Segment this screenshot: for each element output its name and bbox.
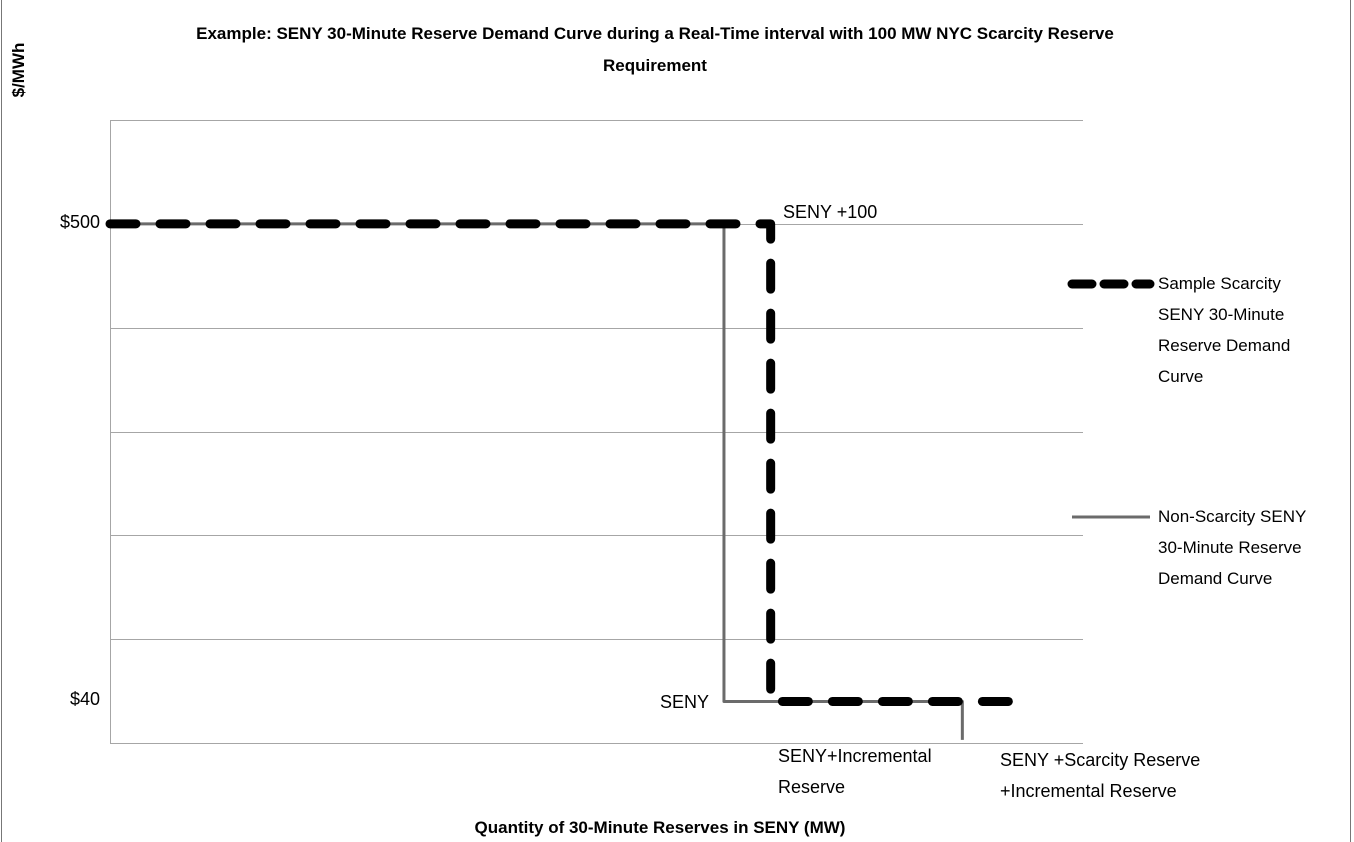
y-tick-label: $500 xyxy=(59,211,100,232)
legend-label: Non-Scarcity SENY 30-Minute Reserve Dema… xyxy=(1158,507,1307,588)
chart-title: Example: SENY 30-Minute Reserve Demand C… xyxy=(196,24,1114,75)
annotation: SENY +Scarcity Reserve xyxy=(1000,750,1201,770)
series-line xyxy=(110,222,964,740)
legend-label: Sample Scarcity SENY 30-Minute Reserve D… xyxy=(1158,274,1291,386)
annotation: SENY +100 xyxy=(783,202,878,222)
annotation: SENY+Incremental xyxy=(778,746,932,766)
annotation: Reserve xyxy=(778,777,846,797)
y-tick-label: $40 xyxy=(69,689,100,710)
series-line xyxy=(105,219,1015,725)
x-axis-label: Quantity of 30-Minute Reserves in SENY (… xyxy=(474,818,846,837)
annotation: +Incremental Reserve xyxy=(1000,781,1177,801)
annotation: SENY xyxy=(660,692,710,712)
y-axis-label: $/MWh xyxy=(9,42,28,98)
